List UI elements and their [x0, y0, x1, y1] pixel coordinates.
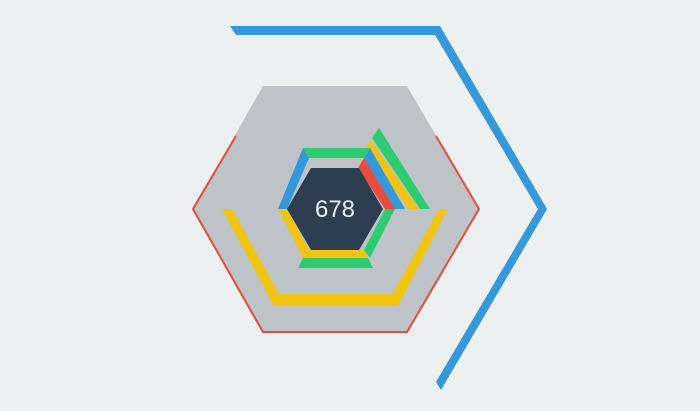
center-hexagon[interactable]: [287, 168, 383, 250]
stacked-block-blue-left: [278, 148, 309, 209]
stacked-block-green-bottom: [298, 258, 373, 268]
score-display: 678: [315, 196, 355, 223]
stacked-block-green-top: [303, 148, 370, 158]
stacked-block-green-lower-right: [364, 209, 395, 258]
stacked-block-blue-right: [364, 148, 405, 209]
stacked-block-yellow-right: [364, 140, 419, 209]
board-outline-left: [191, 135, 481, 333]
stacked-block-red: [358, 158, 395, 209]
stacked-block-yellow-lower-left: [278, 209, 368, 258]
stacked-block-green-right: [372, 128, 430, 209]
